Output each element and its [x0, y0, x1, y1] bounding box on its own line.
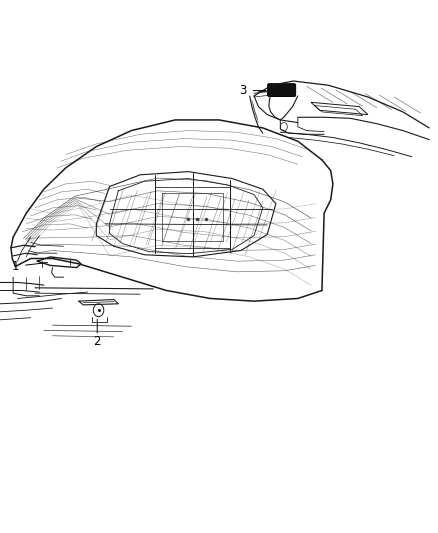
- Text: 1: 1: [11, 260, 19, 273]
- Text: 3: 3: [240, 84, 247, 97]
- Text: 2: 2: [93, 335, 101, 348]
- FancyBboxPatch shape: [268, 84, 296, 96]
